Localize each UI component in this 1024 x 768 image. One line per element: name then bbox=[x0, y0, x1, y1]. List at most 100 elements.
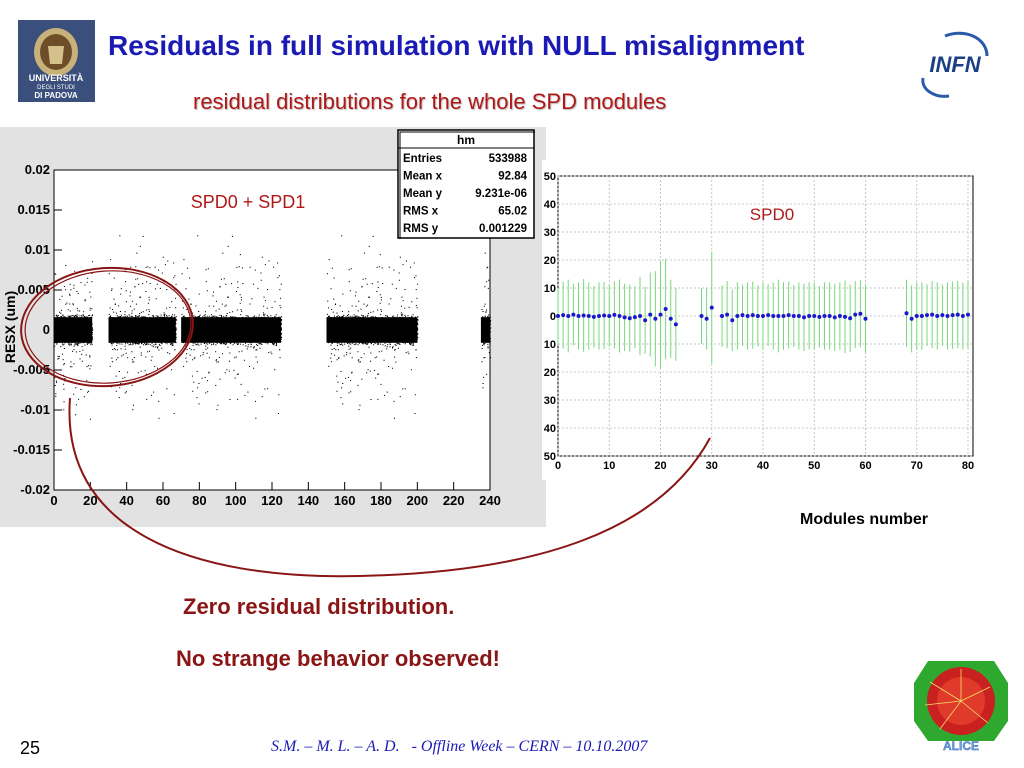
right-data-point bbox=[643, 318, 648, 323]
right-data-point bbox=[940, 313, 945, 318]
right-x-tick-label: 60 bbox=[859, 460, 871, 472]
right-data-point bbox=[627, 316, 632, 321]
right-data-point bbox=[725, 312, 730, 317]
right-data-point bbox=[853, 312, 858, 317]
stats-row-label: Entries bbox=[403, 153, 442, 165]
conclusion-line-1: Zero residual distribution. bbox=[183, 594, 455, 619]
left-x-tick-label: 240 bbox=[479, 493, 501, 508]
right-data-point bbox=[945, 314, 950, 318]
right-data-point bbox=[755, 314, 760, 318]
right-data-point bbox=[919, 314, 924, 318]
stats-row-label: RMS x bbox=[403, 206, 439, 218]
right-x-tick-label: 80 bbox=[962, 460, 974, 472]
right-data-point bbox=[586, 314, 591, 318]
right-data-point bbox=[648, 312, 653, 317]
right-x-tick-label: 50 bbox=[808, 460, 820, 472]
stats-row-value: 92.84 bbox=[498, 171, 527, 183]
right-data-point bbox=[817, 314, 822, 319]
slide-title: Residuals in full simulation with NULL m… bbox=[108, 30, 805, 61]
stats-row-value: 0.001229 bbox=[479, 223, 527, 235]
right-data-point bbox=[904, 311, 909, 316]
right-data-point bbox=[653, 316, 658, 321]
right-data-point bbox=[673, 322, 678, 327]
left-y-tick-label: 0.02 bbox=[25, 162, 50, 177]
right-data-point bbox=[832, 315, 837, 320]
left-y-tick-label: 0.005 bbox=[17, 282, 50, 297]
right-y-tick-label: 30 bbox=[544, 395, 556, 407]
conclusion-line-2: No strange behavior observed! bbox=[176, 646, 500, 671]
right-data-point bbox=[909, 316, 914, 321]
left-y-tick-label: 0.015 bbox=[17, 202, 50, 217]
right-data-point bbox=[632, 315, 637, 320]
logo-left-line1: UNIVERSITÀ bbox=[29, 73, 84, 83]
right-data-point bbox=[807, 314, 812, 318]
left-y-tick-label: -0.015 bbox=[13, 442, 50, 457]
right-data-point bbox=[750, 313, 755, 318]
right-y-tick-label: 20 bbox=[544, 255, 556, 267]
right-data-point bbox=[935, 314, 940, 318]
right-data-point bbox=[638, 314, 642, 318]
right-data-point bbox=[863, 316, 868, 321]
right-x-tick-label: 0 bbox=[555, 460, 561, 472]
right-y-tick-label: 10 bbox=[544, 339, 556, 351]
right-data-point bbox=[776, 314, 781, 318]
right-data-point bbox=[960, 314, 965, 318]
right-data-point bbox=[576, 314, 581, 318]
right-data-point bbox=[709, 305, 714, 310]
left-x-tick-label: 60 bbox=[156, 493, 170, 508]
stats-row-value: 9.231e-06 bbox=[475, 188, 527, 200]
right-data-point bbox=[617, 314, 622, 318]
left-y-tick-label: -0.02 bbox=[20, 482, 50, 497]
right-y-tick-label: 30 bbox=[544, 227, 556, 239]
right-data-point bbox=[966, 312, 970, 317]
alice-logo-text: ALICE bbox=[943, 739, 979, 752]
right-data-point bbox=[581, 313, 586, 318]
stats-row-label: RMS y bbox=[403, 223, 439, 235]
right-data-point bbox=[745, 314, 750, 318]
right-data-point bbox=[761, 314, 765, 318]
right-data-point bbox=[663, 307, 668, 311]
stats-row-value: 65.02 bbox=[498, 206, 527, 218]
right-data-point bbox=[561, 313, 566, 318]
right-data-point bbox=[914, 314, 919, 318]
right-data-point bbox=[827, 314, 832, 318]
right-data-point bbox=[730, 318, 735, 323]
right-x-tick-label: 10 bbox=[603, 460, 615, 472]
left-x-tick-label: 20 bbox=[83, 493, 97, 508]
right-data-point bbox=[602, 313, 607, 318]
left-x-tick-label: 0 bbox=[50, 493, 57, 508]
logo-left-line3: DI PADOVA bbox=[34, 91, 77, 100]
left-x-tick-label: 100 bbox=[225, 493, 247, 508]
right-data-point bbox=[597, 314, 601, 318]
stats-row-label: Mean y bbox=[403, 188, 443, 200]
alice-logo: ALICE bbox=[914, 661, 1008, 752]
right-data-point bbox=[843, 314, 847, 319]
right-data-point bbox=[766, 313, 771, 318]
left-y-axis-label: RESX (um) bbox=[2, 291, 18, 363]
right-data-point bbox=[858, 311, 863, 316]
infn-logo-text: INFN bbox=[929, 52, 981, 77]
right-data-point bbox=[786, 313, 791, 318]
right-data-point bbox=[955, 312, 960, 317]
padova-logo: UNIVERSITÀ DEGLI STUDI DI PADOVA bbox=[18, 20, 95, 102]
right-data-point bbox=[791, 314, 796, 318]
right-data-point bbox=[950, 313, 955, 318]
slide-number: 25 bbox=[20, 738, 41, 758]
right-data-point bbox=[607, 314, 612, 318]
right-x-tick-label: 40 bbox=[757, 460, 769, 472]
left-x-tick-label: 120 bbox=[261, 493, 283, 508]
left-y-tick-label: -0.005 bbox=[13, 362, 50, 377]
left-x-tick-label: 200 bbox=[406, 493, 428, 508]
right-data-point bbox=[720, 314, 724, 318]
right-data-point bbox=[925, 313, 929, 318]
right-data-point bbox=[802, 315, 806, 320]
left-y-tick-label: -0.01 bbox=[20, 402, 50, 417]
left-x-tick-label: 160 bbox=[334, 493, 356, 508]
right-x-tick-label: 20 bbox=[654, 460, 666, 472]
footer-text: S.M. – M. L. – A. D. - Offline Week – CE… bbox=[271, 738, 648, 755]
right-y-tick-label: 0 bbox=[550, 311, 556, 323]
infn-logo: INFN bbox=[921, 31, 989, 98]
right-y-tick-label: 20 bbox=[544, 367, 556, 379]
right-data-point bbox=[812, 314, 817, 318]
